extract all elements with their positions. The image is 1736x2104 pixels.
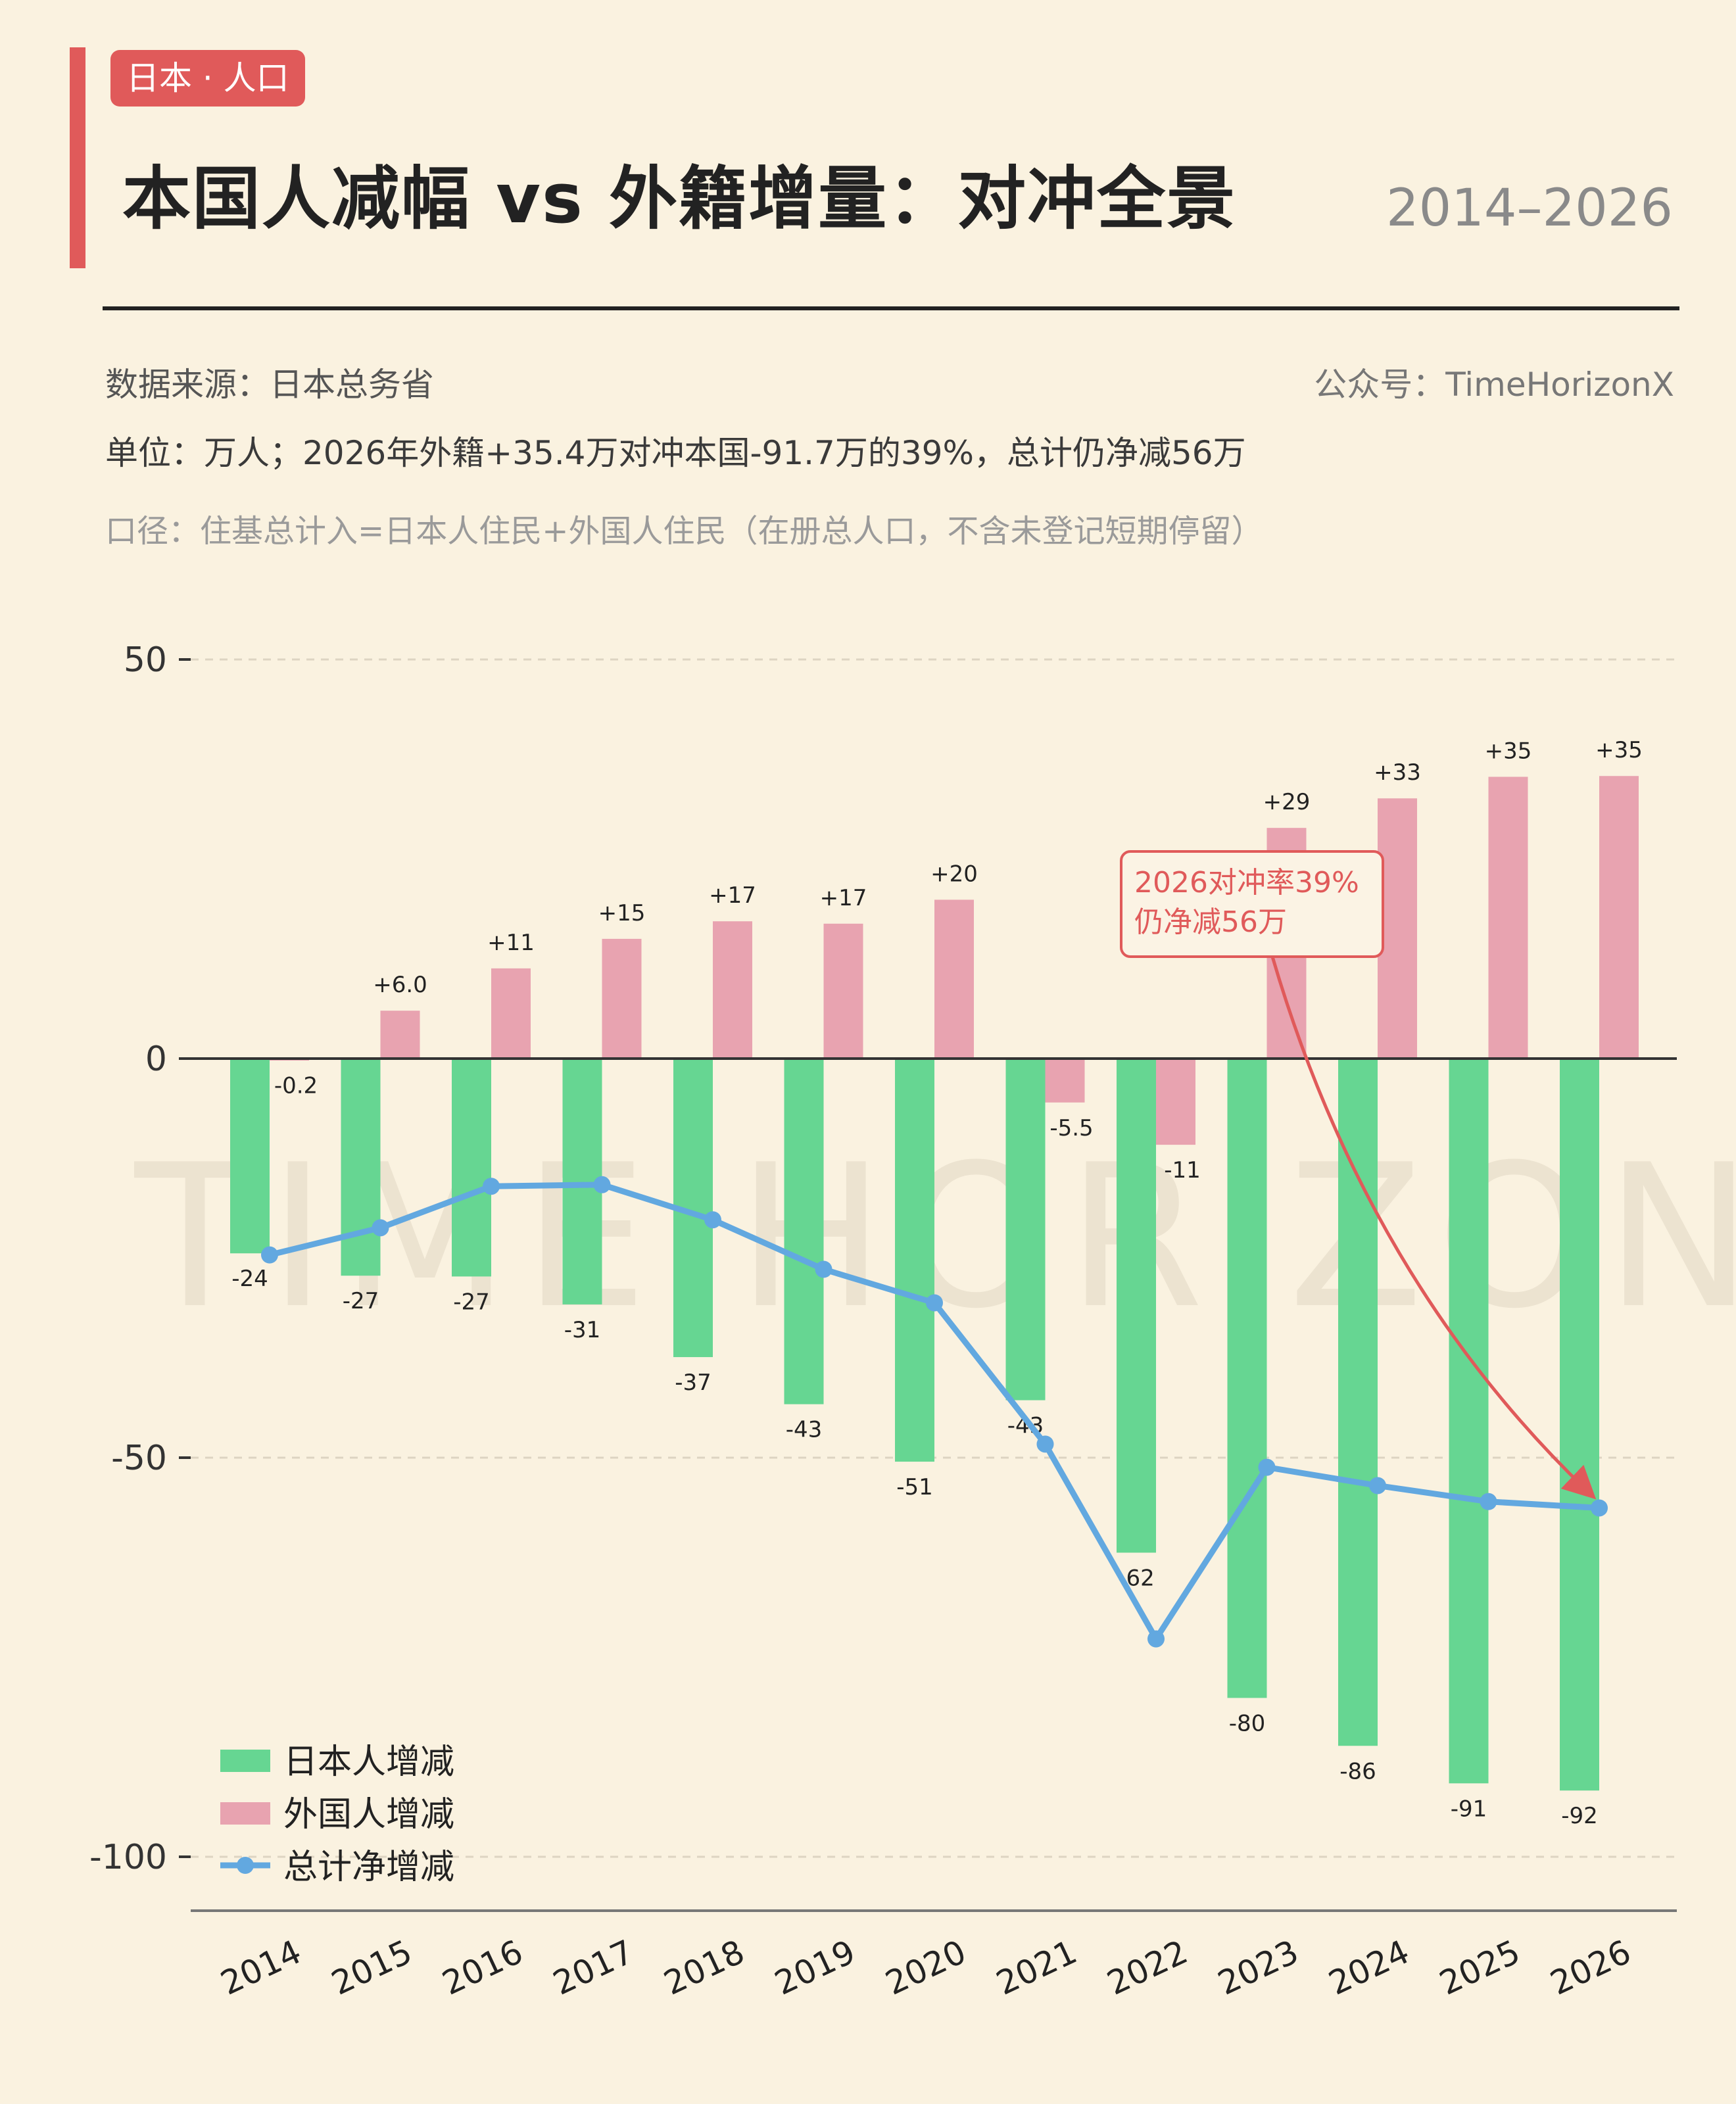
annotation-line-1: 2026对冲率39% xyxy=(1134,866,1359,899)
x-tick-label: 2021 xyxy=(990,1932,1082,2002)
bar-label-foreign: +6.0 xyxy=(373,972,427,998)
bar-label-japanese: -31 xyxy=(564,1317,601,1343)
bar-foreign xyxy=(1488,777,1528,1059)
total-point xyxy=(372,1219,389,1237)
bar-foreign xyxy=(1156,1059,1195,1145)
annotation-arrow xyxy=(1270,956,1597,1500)
bar-label-foreign: +15 xyxy=(598,900,646,926)
bar-foreign xyxy=(934,899,974,1059)
bar-label-foreign: +17 xyxy=(820,885,867,911)
bar-foreign xyxy=(823,923,863,1059)
legend-swatch xyxy=(220,1802,270,1825)
bar-japanese xyxy=(1338,1059,1378,1746)
bar-japanese xyxy=(341,1059,381,1276)
total-point xyxy=(815,1260,832,1278)
title-divider xyxy=(103,306,1679,310)
annotation-line-2: 仍净减56万 xyxy=(1134,905,1287,939)
x-tick-label: 2015 xyxy=(326,1932,418,2002)
bar-label-japanese: -27 xyxy=(343,1288,379,1314)
legend-label: 总计净增减 xyxy=(283,1848,454,1887)
total-point xyxy=(1480,1493,1497,1510)
x-tick-label: 2026 xyxy=(1545,1932,1637,2002)
bar-label-foreign: +17 xyxy=(709,882,756,909)
unit-note: 单位：万人；2026年外籍+35.4万对冲本国-91.7万的39%，总计仍净减5… xyxy=(105,434,1246,472)
bar-label-japanese: -27 xyxy=(453,1289,490,1315)
x-tick-label: 2014 xyxy=(215,1932,307,2002)
legend-label: 外国人增减 xyxy=(283,1795,454,1834)
bar-label-japanese: -80 xyxy=(1229,1710,1266,1736)
bar-japanese xyxy=(1005,1059,1046,1400)
bar-label-foreign: -11 xyxy=(1164,1157,1201,1184)
data-source: 数据来源：日本总务省 xyxy=(105,366,434,404)
bar-label-japanese: -24 xyxy=(231,1266,268,1292)
y-tick-label: 0 xyxy=(145,1040,167,1079)
bar-foreign xyxy=(1599,776,1639,1059)
x-tick-label: 2022 xyxy=(1101,1932,1194,2002)
bar-japanese xyxy=(784,1059,824,1404)
bar-label-japanese: -37 xyxy=(675,1370,711,1396)
y-tick-label: -50 xyxy=(111,1439,167,1478)
bar-label-japanese: -43 xyxy=(786,1417,823,1443)
total-point xyxy=(261,1246,278,1264)
bar-label-foreign: +35 xyxy=(1485,738,1532,764)
scope-note: 口径：住基总计入=日本人住民+外国人住民（在册总人口，不含未登记短期停留） xyxy=(105,513,1263,550)
bar-foreign xyxy=(1045,1059,1085,1103)
bar-japanese xyxy=(1227,1059,1267,1698)
bar-japanese xyxy=(895,1059,934,1462)
total-point xyxy=(1036,1435,1054,1453)
bar-foreign xyxy=(491,968,531,1059)
bar-label-foreign: +20 xyxy=(930,861,978,887)
account-name: 公众号：TimeHorizonX xyxy=(1314,366,1674,404)
bar-japanese xyxy=(230,1059,270,1254)
bar-label-foreign: -0.2 xyxy=(274,1072,318,1099)
bar-label-foreign: +29 xyxy=(1263,789,1311,815)
x-tick-label: 2019 xyxy=(769,1932,861,2002)
accent-bar xyxy=(70,47,85,268)
x-tick-label: 2017 xyxy=(547,1932,639,2002)
topic-tag: 日本 · 人口 xyxy=(110,50,305,107)
x-tick-label: 2016 xyxy=(437,1932,529,2002)
year-range: 2014–2026 xyxy=(1386,179,1673,238)
bar-label-foreign: +11 xyxy=(487,930,535,956)
x-tick-label: 2018 xyxy=(658,1932,750,2002)
legend-line-marker xyxy=(237,1857,254,1874)
legend-label: 日本人增减 xyxy=(283,1742,454,1782)
x-tick-label: 2023 xyxy=(1212,1932,1304,2002)
x-tick-label: 2020 xyxy=(880,1932,972,2002)
x-tick-label: 2024 xyxy=(1323,1932,1415,2002)
bar-label-foreign: +35 xyxy=(1595,737,1643,763)
page-title: 本国人减幅 vs 外籍增量：对冲全景 xyxy=(122,158,1237,239)
bar-japanese xyxy=(1117,1059,1156,1553)
total-point xyxy=(593,1176,611,1193)
bar-japanese xyxy=(1449,1059,1489,1784)
total-point xyxy=(1591,1499,1608,1517)
bar-foreign xyxy=(602,938,642,1059)
bar-label-japanese: -91 xyxy=(1451,1796,1487,1822)
bar-foreign xyxy=(380,1011,420,1059)
bar-japanese xyxy=(1560,1059,1599,1791)
bar-label-foreign: -5.5 xyxy=(1049,1115,1093,1141)
total-point xyxy=(1258,1458,1276,1476)
bar-label-japanese: -51 xyxy=(896,1474,933,1500)
total-point xyxy=(483,1178,500,1195)
bar-label-foreign: +33 xyxy=(1374,759,1421,786)
total-point xyxy=(1147,1630,1165,1648)
total-point xyxy=(704,1211,721,1229)
bar-japanese xyxy=(452,1059,491,1277)
y-tick-label: 50 xyxy=(124,640,167,680)
total-point xyxy=(1369,1477,1386,1494)
bar-foreign xyxy=(713,921,752,1059)
bar-label-japanese: -92 xyxy=(1561,1803,1598,1829)
bar-label-japanese: -86 xyxy=(1339,1758,1376,1784)
x-tick-label: 2025 xyxy=(1434,1932,1526,2002)
y-tick-label: -100 xyxy=(89,1838,167,1877)
legend-swatch xyxy=(220,1750,270,1772)
annotation-box xyxy=(1120,850,1384,958)
total-point xyxy=(926,1294,943,1312)
